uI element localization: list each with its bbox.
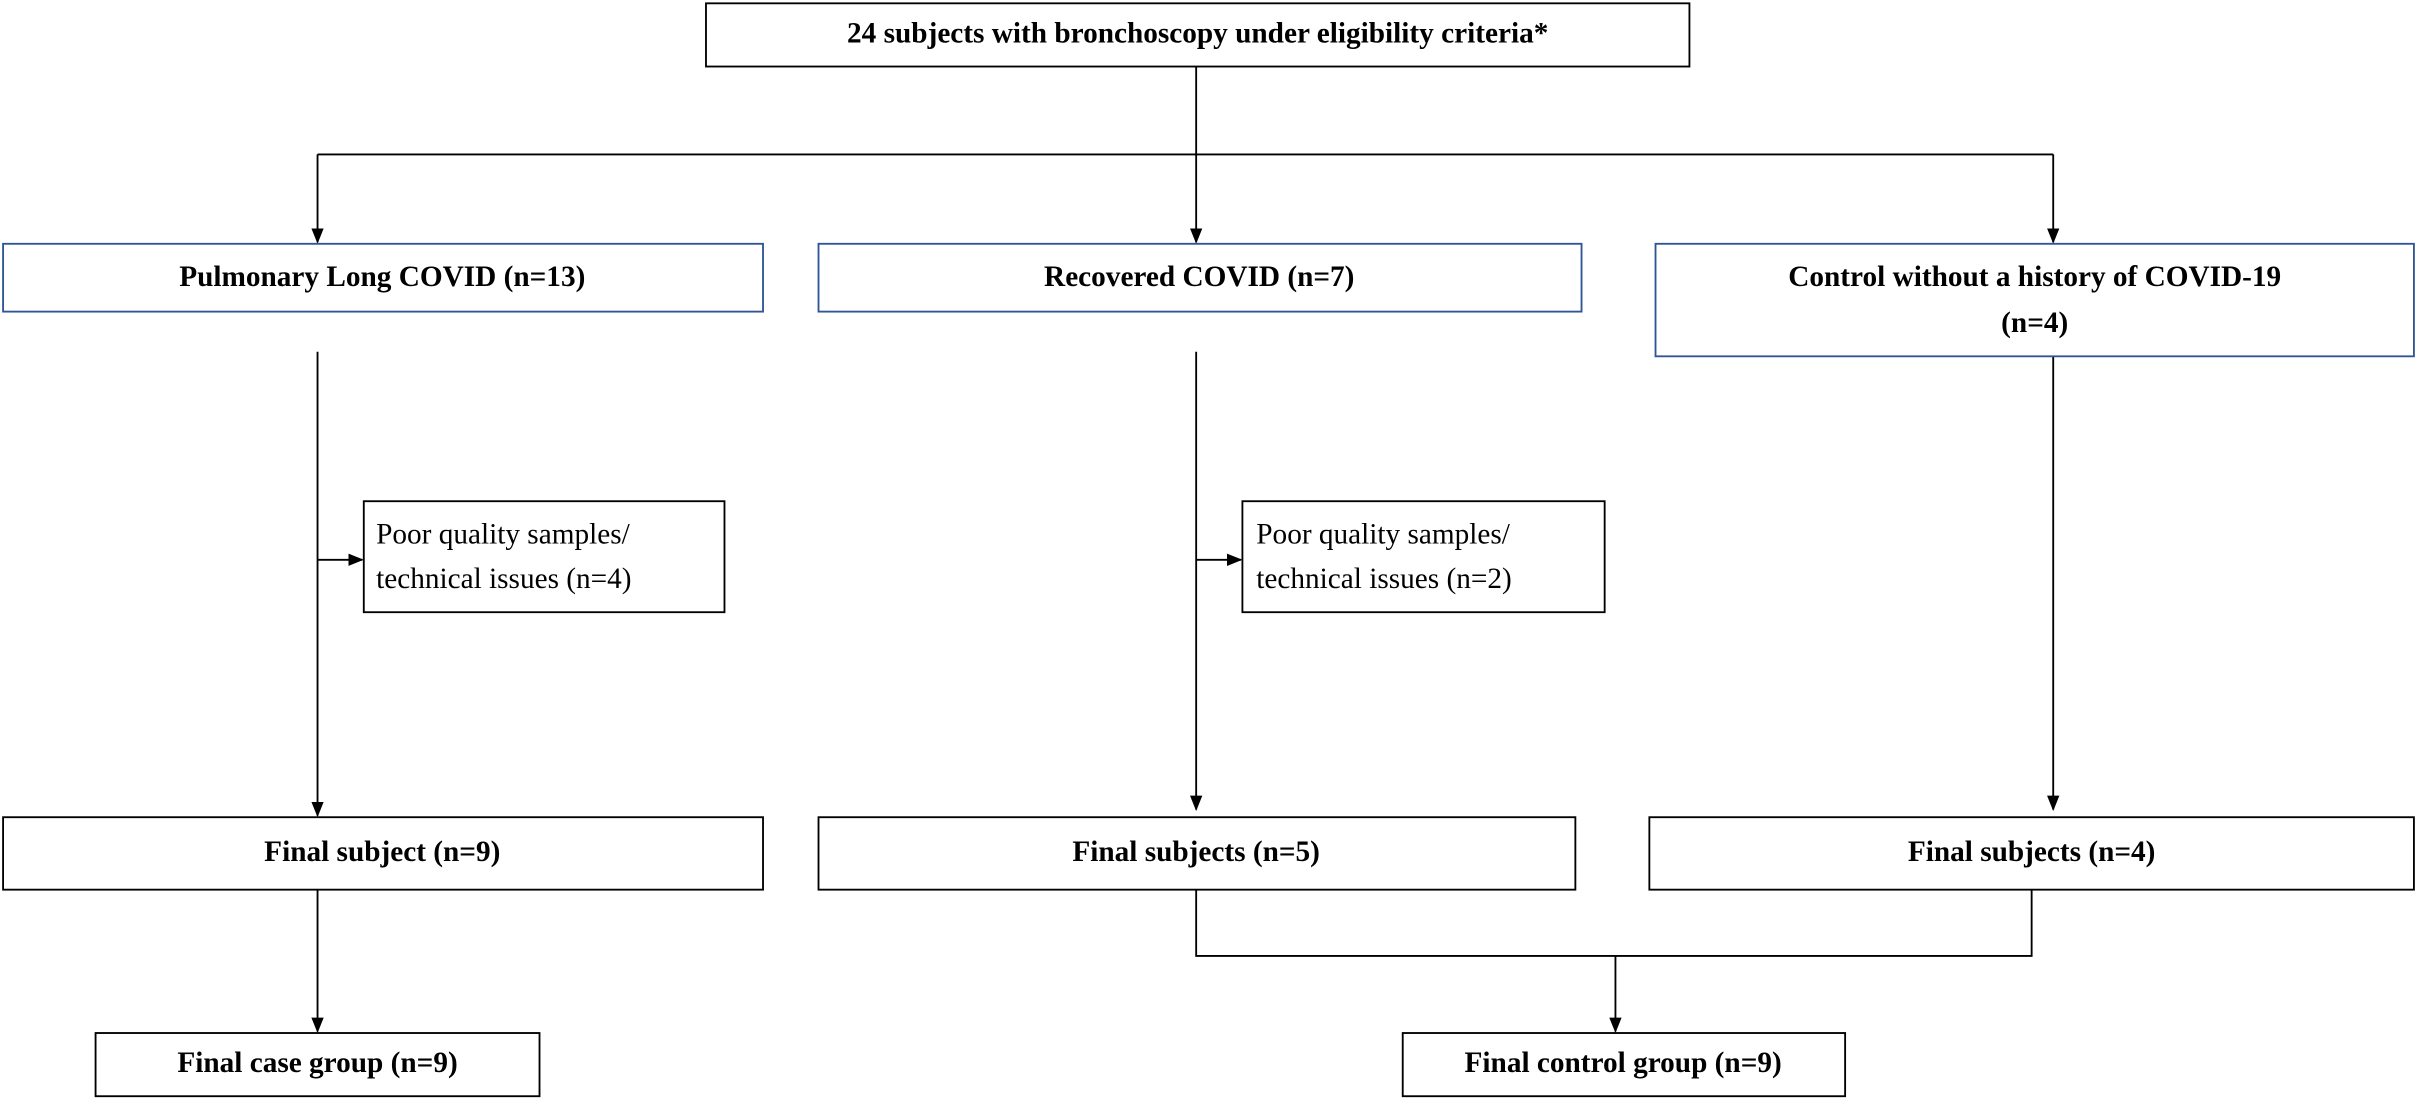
box [705,2,1691,68]
box-label: Final subject (n=9) [264,836,500,868]
box-label: Poor quality samples/ [1256,518,1510,550]
box [1401,1032,1847,1098]
box-label: Pulmonary Long COVID (n=13) [179,261,585,293]
box-label: Final subjects (n=5) [1072,836,1320,868]
box-label: Recovered COVID (n=7) [1044,261,1354,293]
box [2,242,764,313]
box [2,816,764,891]
box [94,1032,541,1098]
box-label: Final subjects (n=4) [1908,836,2156,868]
box [362,500,726,614]
connector [1195,889,2033,957]
box [1241,500,1606,614]
box-label: Poor quality samples/ [376,518,630,550]
box [817,816,1577,891]
box-label: (n=4) [2001,307,2068,339]
box-label: Control without a history of COVID-19 [1788,261,2281,293]
box [817,242,1583,313]
box [1648,816,2415,891]
box-label: technical issues (n=4) [376,563,631,595]
box [1654,242,2415,358]
box-label: Final case group (n=9) [177,1047,457,1079]
connectors [311,66,2060,1034]
box-label: Final control group (n=9) [1465,1047,1782,1079]
box-label: 24 subjects with bronchoscopy under elig… [847,17,1548,49]
box-label: technical issues (n=2) [1256,563,1511,595]
